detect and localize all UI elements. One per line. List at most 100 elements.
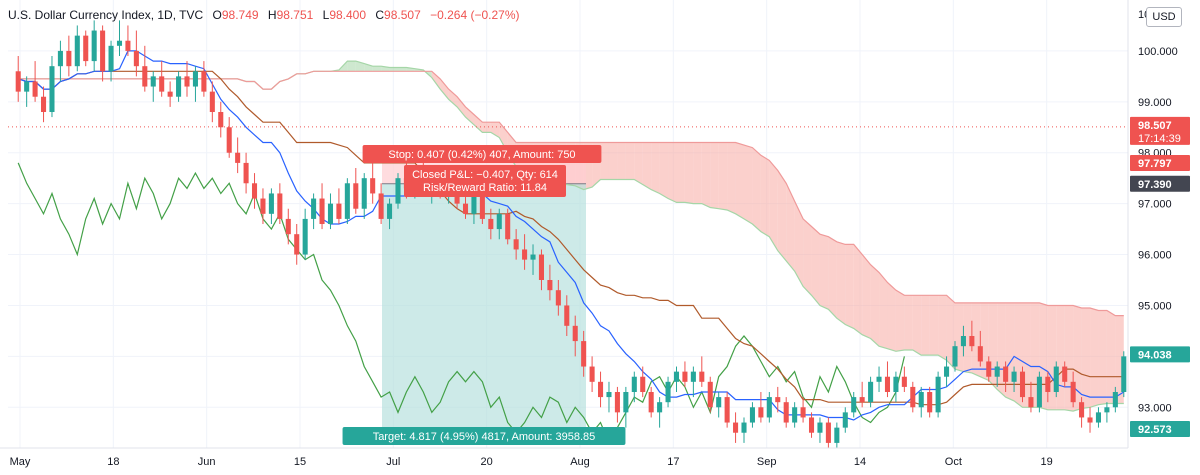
cloud-segment-101 — [870, 264, 880, 347]
cloud-segment-94 — [811, 226, 820, 306]
cloud-segment-45 — [397, 67, 407, 72]
candle-72 — [623, 392, 629, 413]
pnl-label-bg — [404, 165, 566, 198]
candle-36 — [319, 198, 325, 224]
target-label: Target: 4.817 (4.95%) 4817, Amount: 3958… — [373, 431, 596, 443]
candle-120 — [1028, 397, 1034, 408]
candle-35 — [311, 198, 317, 219]
candle-19 — [176, 76, 182, 97]
cloud-segment-55 — [482, 122, 491, 133]
candle-28 — [251, 183, 258, 199]
cloud-segment-78 — [676, 142, 685, 203]
candle-9 — [91, 30, 97, 62]
candle-96 — [825, 422, 831, 443]
candle-121 — [1036, 376, 1042, 408]
time-axis[interactable]: May 18 Jun 15 Jul 20 Aug 17 Sep 14 Oct 19 — [0, 447, 1200, 475]
candle-39 — [344, 183, 350, 219]
candle-3 — [41, 96, 47, 112]
candle-16 — [150, 76, 156, 87]
candle-67 — [581, 341, 587, 367]
candle-104 — [893, 376, 899, 392]
price-axis[interactable]: 1093.00094.00095.00096.00097.00098.00099… — [1127, 0, 1200, 475]
price-tick-6: 99.000 — [1138, 97, 1172, 109]
time-tick-11: 19 — [1041, 456, 1053, 468]
candle-86 — [741, 422, 747, 433]
candle-74 — [640, 376, 646, 392]
cloud-segment-86 — [744, 145, 753, 224]
price-tick-4: 97.000 — [1138, 199, 1172, 211]
stop-label: Stop: 0.407 (0.42%) 407, Amount: 750 — [388, 149, 575, 161]
candle-70 — [606, 392, 612, 398]
candle-109 — [935, 376, 941, 413]
time-tick-3: 15 — [294, 456, 306, 468]
candle-8 — [83, 35, 89, 62]
candle-94 — [808, 417, 815, 433]
cloud-segment-102 — [879, 272, 888, 349]
cloud-segment-104 — [895, 290, 905, 352]
time-tick-9: 14 — [854, 456, 866, 468]
cloud-segment-109 — [938, 295, 947, 361]
low-value: 98.400 — [329, 8, 367, 22]
cloud-segment-96 — [828, 236, 837, 319]
candle-42 — [370, 178, 376, 194]
cloud-segment-52 — [457, 96, 466, 118]
candle-10 — [100, 30, 106, 72]
cloud-segment-88 — [760, 155, 770, 237]
cloud-segment-81 — [701, 142, 711, 208]
candle-122 — [1045, 376, 1051, 392]
cloud-segment-97 — [836, 241, 846, 325]
target-zone — [382, 183, 586, 430]
candle-54 — [471, 193, 477, 214]
candle-93 — [800, 407, 806, 418]
price-tick-2: 95.000 — [1138, 300, 1172, 312]
price-tag-1: 97.797 — [1138, 158, 1172, 170]
candle-127 — [1087, 417, 1093, 423]
candle-33 — [294, 234, 300, 255]
cloud-segment-72 — [625, 142, 635, 180]
symbol-legend: U.S. Dollar Currency Index, 1D, TVC O98.… — [8, 8, 520, 22]
cloud-segment-112 — [963, 302, 972, 373]
cloud-segment-71 — [617, 142, 626, 180]
pnl-label: Closed P&L: −0.407, Qty: 614 — [412, 169, 558, 181]
time-tick-7: 17 — [667, 456, 679, 468]
cloud-segment-92 — [794, 201, 804, 287]
candle-66 — [572, 325, 578, 342]
change-value: −0.264 (−0.27%) — [430, 8, 520, 22]
candle-58 — [505, 213, 511, 240]
cloud-segment-91 — [786, 183, 795, 272]
cloud-segment-42 — [372, 66, 382, 72]
cloud-segment-84 — [727, 142, 736, 214]
candle-92 — [792, 407, 798, 423]
candle-15 — [142, 66, 148, 87]
candle-98 — [842, 412, 848, 428]
currency-button[interactable]: USD — [1146, 7, 1182, 27]
candle-126 — [1079, 402, 1085, 418]
candle-113 — [969, 336, 975, 347]
candle-88 — [758, 407, 764, 418]
cloud-segment-69 — [600, 142, 609, 180]
candle-97 — [834, 427, 840, 443]
cloud-segment-99 — [853, 244, 863, 335]
pnl-label-group: Closed P&L: −0.407, Qty: 614Risk/Reward … — [404, 165, 566, 198]
cloud-segment-123 — [1056, 305, 1065, 410]
candle-5 — [57, 50, 63, 67]
time-tick-2: Jun — [198, 456, 216, 468]
price-tick-7: 100.000 — [1138, 46, 1178, 58]
cloud-segment-39 — [347, 61, 356, 72]
cloud-segment-74 — [642, 142, 652, 190]
price-tag-4: 92.573 — [1138, 424, 1172, 436]
cloud-segment-106 — [912, 295, 922, 356]
stop-label-bg — [362, 145, 602, 164]
cloud-segment-85 — [735, 142, 745, 219]
candle-43 — [378, 193, 384, 219]
candle-102 — [876, 376, 882, 382]
candle-1 — [24, 81, 30, 92]
stop-label-group: Stop: 0.407 (0.42%) 407, Amount: 750 — [362, 145, 602, 164]
candle-22 — [201, 71, 207, 92]
candle-108 — [927, 392, 933, 413]
candle-31 — [277, 193, 283, 219]
time-tick-5: 20 — [481, 456, 493, 468]
candle-11 — [108, 45, 114, 72]
candle-107 — [918, 392, 924, 408]
